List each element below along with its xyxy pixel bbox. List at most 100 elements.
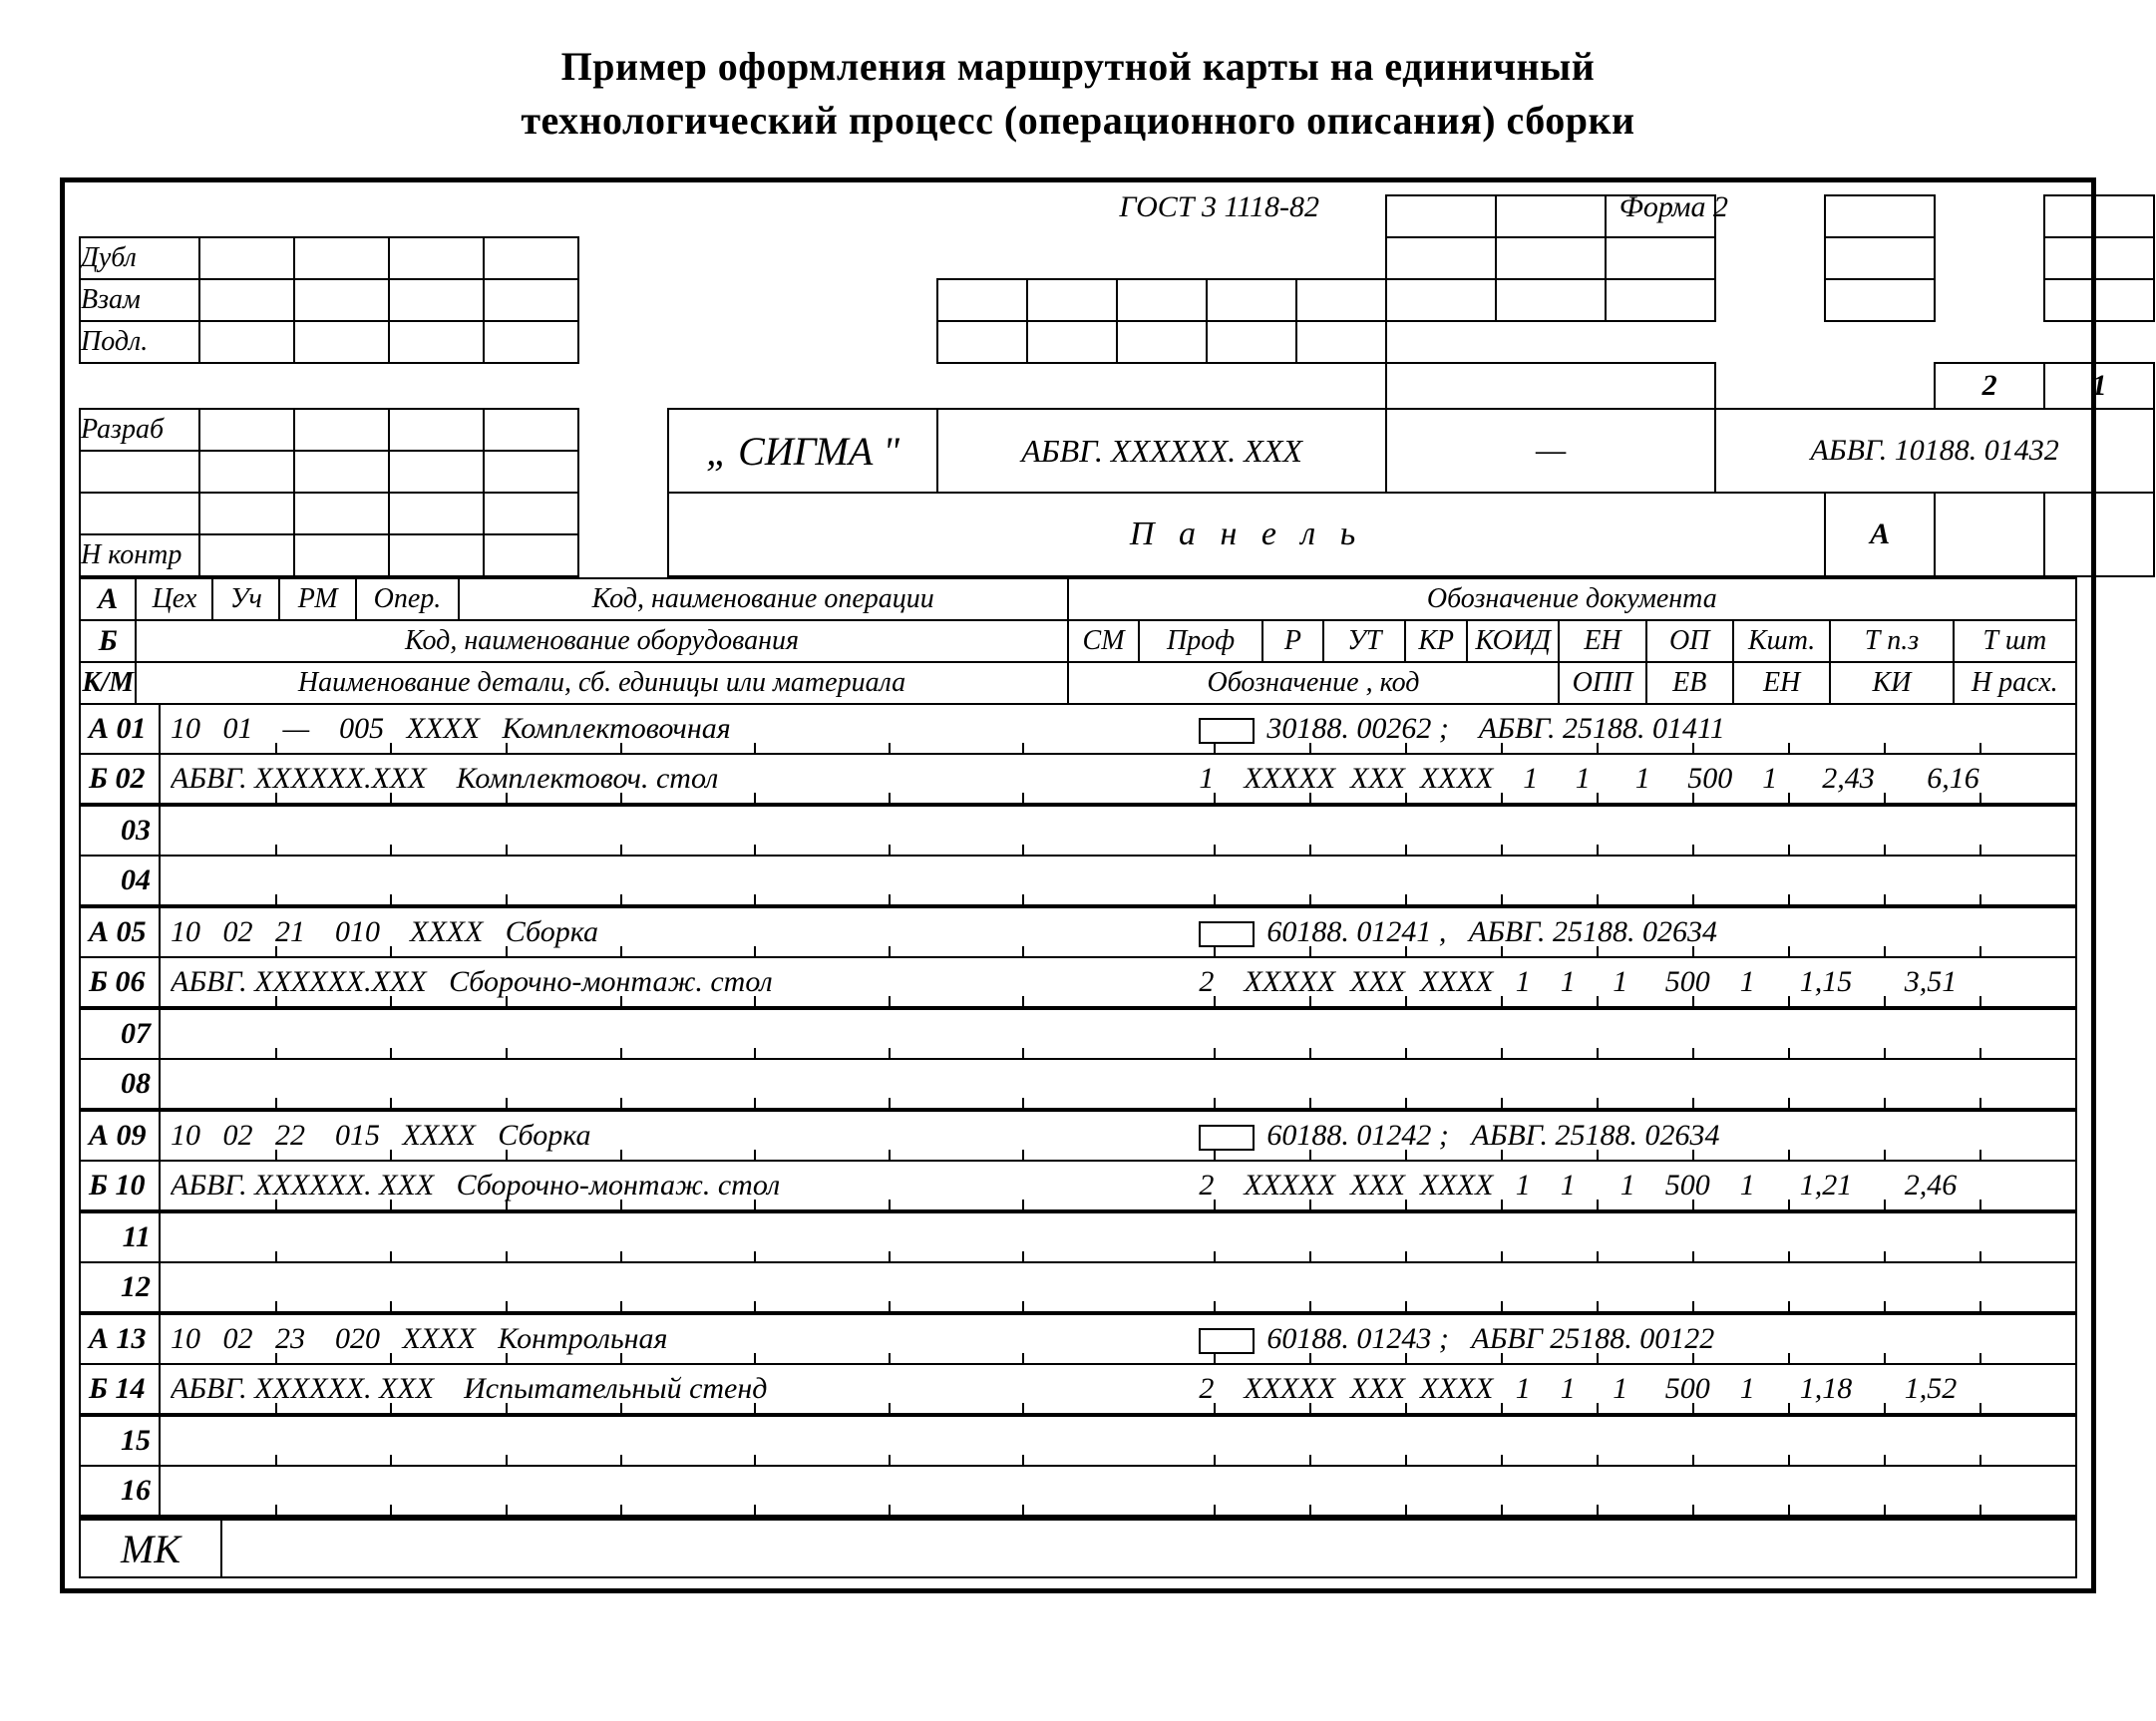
org-name: „ СИГМА " [668, 409, 937, 493]
row-body [161, 1213, 2075, 1261]
table-row: 16 [81, 1467, 2075, 1517]
hdr-tsht: Т шт [1954, 620, 2076, 662]
hdr-naimen-det: Наименование детали, сб. единицы или мат… [136, 662, 1067, 704]
row-body: 10 02 23 020 XXXX Контрольная60188. 0124… [161, 1315, 2075, 1363]
row-left: АБВГ. XXXXXX.XXX Комплектовоч. стол [171, 762, 1199, 796]
row-number: Б 06 [81, 958, 161, 1006]
table-row: А 0510 02 21 010 XXXX Сборка60188. 01241… [81, 908, 2075, 958]
product-name: П а н е л ь [668, 493, 1825, 576]
row-body [161, 1467, 2075, 1515]
label-razrab: Разраб [80, 409, 199, 451]
mk-row: МК [79, 1517, 2077, 1578]
row-right: 60188. 01242 ; АБВГ. 25188. 02634 [1199, 1119, 2075, 1153]
table-row: 15 [81, 1417, 2075, 1467]
letter-a: А [1825, 493, 1935, 576]
title-line-2: технологический процесс (операционного о… [60, 94, 2096, 148]
hdr-op: ОП [1646, 620, 1733, 662]
label-podl: Подл. [80, 321, 199, 363]
row-left: АБВГ. XXXXXX. XXX Сборочно-монтаж. стол [171, 1169, 1199, 1203]
tick-marks [161, 1301, 2075, 1313]
checkbox-icon [1199, 1125, 1255, 1151]
row-number: 11 [81, 1213, 161, 1261]
row-right: 60188. 01241 , АБВГ. 25188. 02634 [1199, 915, 2075, 949]
hdr-B: Б [80, 620, 136, 662]
row-body: 10 02 22 015 XXXX Сборка60188. 01242 ; А… [161, 1112, 2075, 1160]
label-vzam: Взам [80, 279, 199, 321]
label-dubl: Дубл [80, 237, 199, 279]
mk-label: МК [81, 1521, 222, 1576]
hdr-oper: Опер. [356, 578, 459, 620]
hdr-sm: СМ [1068, 620, 1140, 662]
table-row: Б 06 АБВГ. XXXXXX.XXX Сборочно-монтаж. ст… [81, 958, 2075, 1010]
row-number: 15 [81, 1417, 161, 1465]
label-nkontr: Н контр [80, 534, 199, 576]
hdr-ki: КИ [1830, 662, 1953, 704]
doc-code-2: АБВГ. 10188. 01432 [1715, 409, 2154, 493]
row-body [161, 1263, 2075, 1311]
row-body [161, 807, 2075, 855]
hdr-ksht: Кшт. [1733, 620, 1831, 662]
hdr-obozn-kod: Обозначение , код [1068, 662, 1560, 704]
row-left: 10 02 22 015 XXXX Сборка [171, 1119, 1199, 1153]
checkbox-icon [1199, 921, 1255, 947]
row-body: АБВГ. XXXXXX.XXX Комплектовоч. стол1 XXX… [161, 755, 2075, 803]
table-row: Б 02АБВГ. XXXXXX.XXX Комплектовоч. стол1… [81, 755, 2075, 807]
table-row: 11 [81, 1213, 2075, 1263]
row-right: 2 XXXXX XXX XXXX 1 1 1 500 1 1,18 1,52 [1199, 1372, 2075, 1406]
row-body [161, 1060, 2075, 1108]
gost-label: ГОСТ 3 1118-82 [1119, 190, 1319, 224]
doc-code-1: АБВГ. XXXXXX. XXX [937, 409, 1386, 493]
hdr-koid: КОИД [1467, 620, 1559, 662]
hdr-en2: ЕН [1733, 662, 1831, 704]
row-number: 03 [81, 807, 161, 855]
table-row: А 1310 02 23 020 XXXX Контрольная60188. … [81, 1315, 2075, 1365]
hdr-en: ЕН [1559, 620, 1645, 662]
hdr-r: Р [1262, 620, 1324, 662]
hdr-obozn-dok: Обозначение документа [1068, 578, 2076, 620]
row-body [161, 1010, 2075, 1058]
hdr-uch: Уч [212, 578, 279, 620]
table-row: Б 10АБВГ. XXXXXX. XXX Сборочно-монтаж. с… [81, 1162, 2075, 1213]
dash: — [1386, 409, 1715, 493]
hdr-kod-obor: Код, наименование оборудования [136, 620, 1067, 662]
table-row: 03 [81, 807, 2075, 857]
hdr-kr: КР [1405, 620, 1467, 662]
hdr-tpz: Т п.з [1830, 620, 1953, 662]
row-left: 10 02 21 010 XXXX Сборка [171, 915, 1199, 949]
row-number: Б 10 [81, 1162, 161, 1209]
hdr-ceh: Цех [136, 578, 212, 620]
row-number: А 05 [81, 908, 161, 956]
page-1: 1 [2044, 363, 2154, 409]
column-headers: А Цех Уч РМ Опер. Код, наименование опер… [79, 577, 2077, 705]
row-right: 30188. 00262 ; АБВГ. 25188. 01411 [1199, 712, 2075, 746]
row-body: АБВГ. XXXXXX. XXX Сборочно-монтаж. стол2… [161, 1162, 2075, 1209]
row-right: 2 XXXXX XXX XXXX 1 1 1 500 1 1,21 2,46 [1199, 1169, 2075, 1203]
table-row: А 0110 01 — 005 XXXX Комплектовочная3018… [81, 705, 2075, 755]
tick-marks [161, 1455, 2075, 1467]
table-row: 12 [81, 1263, 2075, 1315]
form-sheet: ГОСТ 3 1118-82 Форма 2 Дубл [60, 177, 2096, 1593]
row-body [161, 1417, 2075, 1465]
table-row: Б 14АБВГ. XXXXXX. XXX Испытательный стен… [81, 1365, 2075, 1417]
hdr-ut: УТ [1323, 620, 1405, 662]
row-number: А 01 [81, 705, 161, 753]
tick-marks [161, 1048, 2075, 1060]
checkbox-icon [1199, 1328, 1255, 1354]
row-body: АБВГ. XXXXXX. XXX Испытательный стенд2 X… [161, 1365, 2075, 1413]
row-number: А 13 [81, 1315, 161, 1363]
row-body [161, 857, 2075, 904]
row-number: 12 [81, 1263, 161, 1311]
row-body: 10 01 — 005 XXXX Комплектовочная30188. 0… [161, 705, 2075, 753]
row-right: 1 XXXXX XXX XXXX 1 1 1 500 1 2,43 6,16 [1199, 762, 2075, 796]
row-number: 08 [81, 1060, 161, 1108]
row-right: 2 XXXXX XXX XXXX 1 1 1 500 1 1,15 3,51 [1199, 965, 2075, 999]
data-rows: А 0110 01 — 005 XXXX Комплектовочная3018… [79, 705, 2077, 1517]
title-line-1: Пример оформления маршрутной карты на ед… [60, 40, 2096, 94]
hdr-ev: ЕВ [1646, 662, 1733, 704]
hdr-kod-oper: Код, наименование операции [459, 578, 1068, 620]
table-row: 07 [81, 1010, 2075, 1060]
row-body: 10 02 21 010 XXXX Сборка60188. 01241 , А… [161, 908, 2075, 956]
row-left: АБВГ. XXXXXX.XXX Сборочно-монтаж. стол [171, 965, 1199, 999]
row-right: 60188. 01243 ; АБВГ 25188. 00122 [1199, 1322, 2075, 1356]
tick-marks [161, 894, 2075, 906]
